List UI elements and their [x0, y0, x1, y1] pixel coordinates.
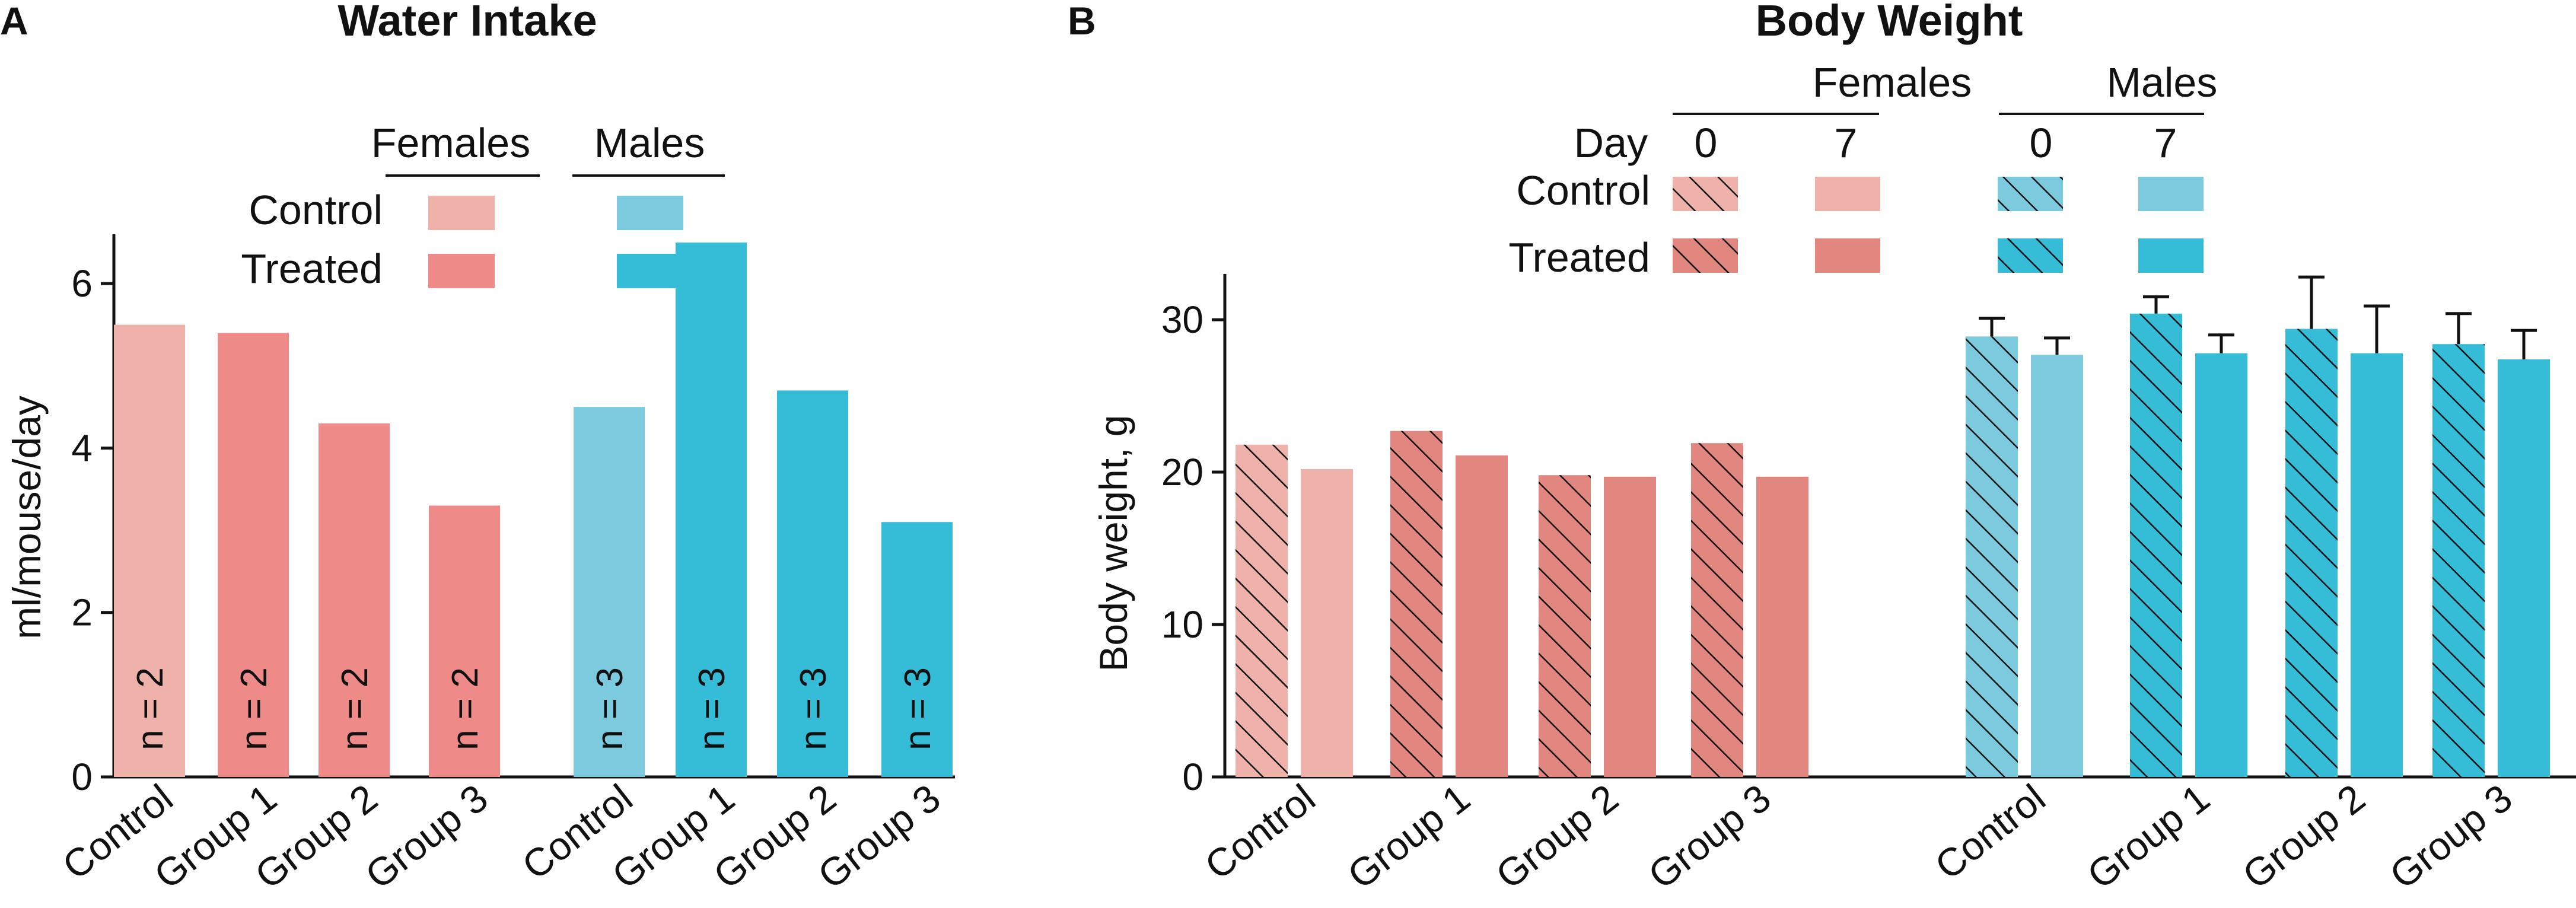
- legend-column-females: Females: [371, 120, 530, 166]
- y-axis-label: ml/mouse/day: [5, 396, 49, 639]
- bar-males-group-2-day-7: [2351, 353, 2403, 777]
- y-tick-label: 4: [71, 426, 93, 469]
- bar-males-group-1-day-7: [2195, 353, 2247, 777]
- legend-day-value: 0: [2030, 120, 2053, 166]
- bar-females-group-1-day-7: [1456, 455, 1508, 777]
- bar-males-group-1: [676, 242, 747, 777]
- x-tick-label-males-group-2: Group 2: [2234, 776, 2373, 897]
- x-tick-label-females-group-2: Group 2: [1488, 776, 1626, 897]
- legend-swatch-female-treated-day7: [1815, 238, 1880, 273]
- bar-males-control: [574, 407, 645, 777]
- legend-column-males: Males: [2107, 59, 2218, 106]
- panel-letter-b: B: [1068, 0, 1096, 43]
- n-label: n = 2: [445, 667, 486, 750]
- y-tick-label: 30: [1161, 298, 1203, 341]
- legend-swatch-male-control-day7: [2138, 177, 2204, 211]
- bar-hatch-females-group-2-day-0: [1539, 475, 1591, 777]
- y-tick-label: 0: [1182, 756, 1203, 798]
- bar-hatch-males-group-1-day-0: [2130, 313, 2182, 777]
- x-tick-label-females-control: Control: [1196, 776, 1323, 888]
- y-axis-label: Body weight, g: [1091, 415, 1135, 672]
- legend-day-value: 7: [1835, 120, 1858, 166]
- legend-swatch-male-treated: [617, 254, 683, 288]
- legend-swatch-female-control-day7: [1815, 177, 1880, 211]
- bar-hatch-males-group-2-day-0: [2285, 329, 2338, 777]
- bar-males-group-3-day-7: [2498, 359, 2550, 777]
- water-intake-chart: Water Intake 0 2 4 6 ml/mouse/day n = 2 n = 2 n …: [5, 0, 955, 897]
- legend-swatch-male-control-day0-hatch: [1998, 177, 2063, 211]
- bar-hatch-females-control-day-0: [1236, 444, 1288, 777]
- bar-females-group-1: [218, 333, 289, 777]
- bar-females-group-2-day-7: [1604, 476, 1656, 777]
- bar-females-group-2: [319, 423, 390, 777]
- legend-swatch-female-treated: [428, 254, 495, 288]
- panel-letter-a: A: [0, 0, 28, 43]
- legend-swatch-male-treated-day0-hatch: [1998, 238, 2063, 273]
- n-label: n = 3: [590, 667, 631, 750]
- legend-column-females: Females: [1813, 59, 1972, 106]
- n-label: n = 2: [130, 667, 171, 750]
- legend-row-control: Control: [1516, 167, 1650, 214]
- y-tick-label: 2: [71, 591, 93, 634]
- legend-swatch-male-treated-day7: [2138, 238, 2204, 273]
- bar-females-control: [114, 324, 185, 777]
- y-tick-label: 0: [71, 756, 93, 798]
- n-label: n = 2: [234, 667, 275, 750]
- y-tick-label: 6: [71, 262, 93, 305]
- chart-title: Water Intake: [337, 0, 597, 45]
- bar-females-group-3: [429, 505, 500, 777]
- y-tick-label: 10: [1161, 603, 1203, 646]
- x-tick-label-males-control: Control: [1927, 776, 2053, 888]
- x-tick-label-females-group-1: Group 1: [1339, 776, 1478, 897]
- x-tick-label-females-group-3: Group 3: [357, 776, 495, 897]
- chart-title: Body Weight: [1756, 0, 2023, 45]
- x-tick-label-males-group-1: Group 1: [2079, 776, 2217, 897]
- x-tick-label-males-group-3: Group 3: [2381, 776, 2520, 897]
- bar-males-group-3: [881, 522, 953, 777]
- y-tick-label: 20: [1161, 451, 1203, 493]
- bar-hatch-females-group-1-day-0: [1390, 431, 1443, 777]
- legend-swatch-female-treated-day0-hatch: [1673, 238, 1738, 273]
- bar-hatch-males-control-day-0: [1966, 336, 2018, 777]
- n-label: n = 3: [897, 667, 938, 750]
- legend-day-value: 0: [1695, 120, 1718, 166]
- bar-hatch-males-group-3-day-0: [2432, 344, 2485, 777]
- bar-males-control-day-7: [2031, 355, 2083, 777]
- legend-column-males: Males: [594, 120, 705, 166]
- n-label: n = 2: [335, 667, 375, 750]
- n-label: n = 3: [692, 667, 733, 750]
- n-label: n = 3: [793, 667, 834, 750]
- legend-swatch-female-control: [428, 196, 495, 230]
- bar-males-group-2: [777, 390, 848, 777]
- x-tick-label-females-group-3: Group 3: [1640, 776, 1778, 897]
- legend-row-treated: Treated: [1508, 234, 1650, 281]
- legend-row-control: Control: [249, 187, 383, 233]
- bar-hatch-females-group-3-day-0: [1691, 443, 1743, 777]
- legend-swatch-female-control-day0-hatch: [1673, 177, 1738, 211]
- bar-females-group-3-day-7: [1756, 476, 1808, 777]
- legend-day-value: 7: [2154, 120, 2177, 166]
- legend-row-treated: Treated: [241, 246, 383, 292]
- bar-females-control-day-7: [1301, 469, 1353, 777]
- legend-day-label: Day: [1574, 120, 1648, 166]
- legend-swatch-male-control: [617, 196, 683, 230]
